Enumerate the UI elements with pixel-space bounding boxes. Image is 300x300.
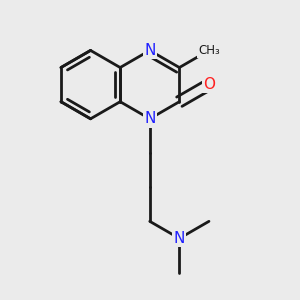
Text: N: N [174,231,185,246]
Text: N: N [144,43,155,58]
Text: O: O [203,77,215,92]
Text: CH₃: CH₃ [198,44,220,57]
Text: N: N [144,111,155,126]
